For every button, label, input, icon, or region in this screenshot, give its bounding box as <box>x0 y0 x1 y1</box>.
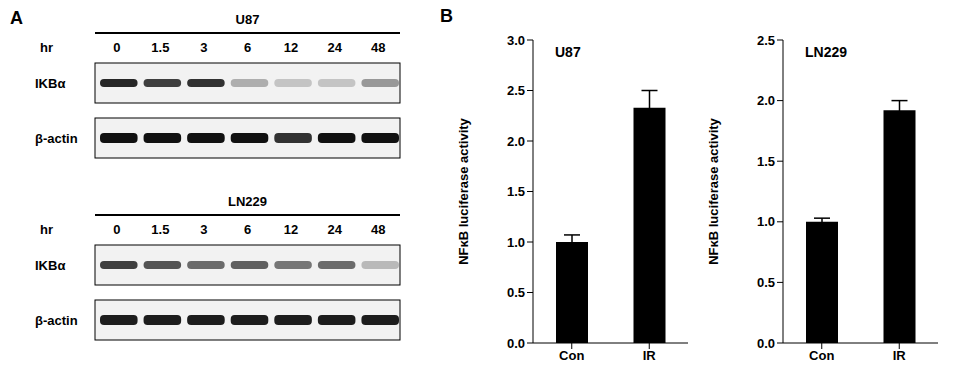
svg-text:12: 12 <box>284 40 298 55</box>
svg-text:1.5: 1.5 <box>507 184 525 199</box>
svg-text:U87: U87 <box>236 12 260 27</box>
svg-text:A: A <box>10 8 23 28</box>
svg-text:3.0: 3.0 <box>507 33 525 48</box>
svg-text:1.5: 1.5 <box>757 154 775 169</box>
svg-text:hr: hr <box>40 40 53 55</box>
svg-text:0.5: 0.5 <box>507 285 525 300</box>
svg-text:Con: Con <box>559 348 584 363</box>
svg-text:β-actin: β-actin <box>35 313 78 328</box>
svg-text:2.5: 2.5 <box>757 33 775 48</box>
svg-text:LN229: LN229 <box>228 194 267 209</box>
svg-text:24: 24 <box>327 40 342 55</box>
svg-text:12: 12 <box>284 222 298 237</box>
svg-text:2.0: 2.0 <box>507 134 525 149</box>
svg-text:0.5: 0.5 <box>757 275 775 290</box>
svg-text:48: 48 <box>371 40 385 55</box>
svg-text:0: 0 <box>113 40 120 55</box>
svg-text:IKBα: IKBα <box>35 258 65 273</box>
html-text:B: B <box>440 6 453 26</box>
svg-text:1.0: 1.0 <box>507 235 525 250</box>
svg-text:β-actin: β-actin <box>35 131 78 146</box>
svg-text:IR: IR <box>893 348 907 363</box>
svg-text:2.5: 2.5 <box>507 83 525 98</box>
svg-text:IR: IR <box>643 348 657 363</box>
svg-text:3: 3 <box>200 40 207 55</box>
svg-text:hr: hr <box>40 222 53 237</box>
svg-text:1.0: 1.0 <box>757 214 775 229</box>
svg-text:1.5: 1.5 <box>151 40 169 55</box>
svg-text:2.0: 2.0 <box>757 93 775 108</box>
svg-text:0.0: 0.0 <box>507 336 525 351</box>
svg-text:IKBα: IKBα <box>35 76 65 91</box>
svg-text:NFκB luciferase activity: NFκB luciferase activity <box>706 117 721 264</box>
svg-text:Con: Con <box>809 348 834 363</box>
html-text:LN229: LN229 <box>805 44 847 60</box>
svg-text:0: 0 <box>113 222 120 237</box>
svg-text:0.0: 0.0 <box>757 336 775 351</box>
html-text:U87: U87 <box>555 44 581 60</box>
svg-text:1.5: 1.5 <box>151 222 169 237</box>
svg-text:3: 3 <box>200 222 207 237</box>
svg-text:48: 48 <box>371 222 385 237</box>
svg-text:24: 24 <box>327 222 342 237</box>
svg-text:6: 6 <box>244 40 251 55</box>
svg-text:6: 6 <box>244 222 251 237</box>
svg-text:NFκB luciferase activity: NFκB luciferase activity <box>456 117 471 264</box>
